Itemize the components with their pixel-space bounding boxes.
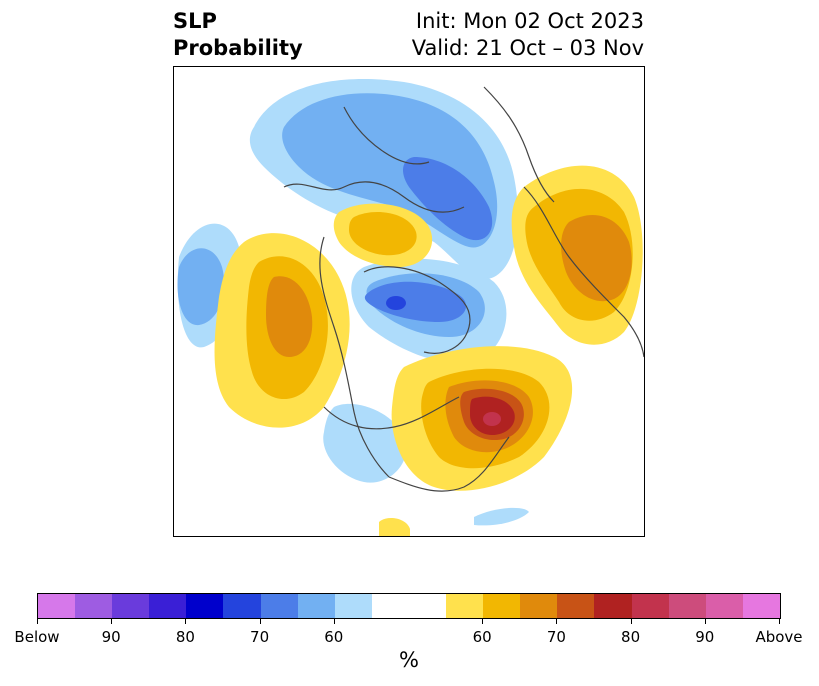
colorbar-tick-label: 60 xyxy=(472,628,492,646)
colorbar-tick-label: 90 xyxy=(695,628,715,646)
colorbar-tick-label: 60 xyxy=(324,628,344,646)
colorbar-segment xyxy=(186,594,224,618)
colorbar-segment xyxy=(742,594,780,618)
colorbar-tick xyxy=(630,619,632,624)
colorbar-unit: % xyxy=(399,648,419,672)
above-normal-areas xyxy=(214,165,643,536)
title-variable: SLP xyxy=(173,9,217,33)
colorbar-tick xyxy=(704,619,706,624)
colorbar-segment xyxy=(297,594,335,618)
colorbar-segment xyxy=(594,594,632,618)
title-product: Probability xyxy=(173,36,303,60)
colorbar-tick-label: 80 xyxy=(621,628,641,646)
map-dates: Init: Mon 02 Oct 2023 Valid: 21 Oct – 03… xyxy=(412,8,644,62)
map-canvas xyxy=(177,79,644,536)
colorbar-segment xyxy=(483,594,521,618)
colorbar-tick xyxy=(482,619,484,624)
colorbar-tick xyxy=(333,619,335,624)
colorbar-segment xyxy=(112,594,150,618)
colorbar-ticks xyxy=(37,619,781,627)
valid-range: Valid: 21 Oct – 03 Nov xyxy=(411,36,644,60)
colorbar-segment xyxy=(631,594,669,618)
colorbar-segment xyxy=(557,594,595,618)
probability-map xyxy=(173,66,645,537)
colorbar-tick xyxy=(185,619,187,624)
colorbar-segment xyxy=(260,594,298,618)
colorbar-segment xyxy=(446,594,484,618)
colorbar-tick-label: 80 xyxy=(175,628,195,646)
colorbar-segment xyxy=(371,594,409,618)
colorbar-segment xyxy=(668,594,706,618)
colorbar-segment xyxy=(705,594,743,618)
init-date: Init: Mon 02 Oct 2023 xyxy=(415,9,644,33)
colorbar-tick xyxy=(779,619,780,624)
colorbar-segment xyxy=(408,594,447,618)
colorbar-segment xyxy=(334,594,372,618)
colorbar-tick-label: 70 xyxy=(546,628,566,646)
map-title: SLP Probability xyxy=(173,8,303,62)
colorbar-tick xyxy=(111,619,113,624)
colorbar-segment xyxy=(75,594,113,618)
colorbar-tick xyxy=(259,619,261,624)
colorbar-tick-label: 90 xyxy=(101,628,121,646)
colorbar xyxy=(37,593,781,619)
colorbar-segment xyxy=(223,594,261,618)
colorbar-tick-label: Above xyxy=(755,628,803,646)
colorbar-tick-label: 70 xyxy=(250,628,270,646)
colorbar-segment xyxy=(38,594,76,618)
coastlines xyxy=(283,86,644,492)
colorbar-tick xyxy=(37,619,38,624)
colorbar-tick xyxy=(556,619,558,624)
colorbar-tick-label: Below xyxy=(14,628,60,646)
colorbar-segment xyxy=(520,594,558,618)
colorbar-segment xyxy=(149,594,187,618)
